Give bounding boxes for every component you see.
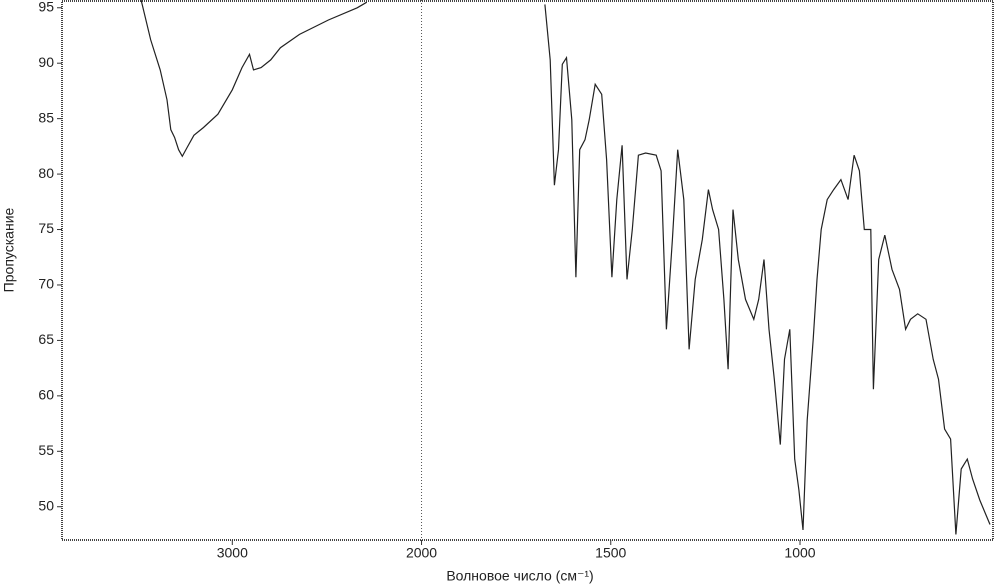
y-tick-label: 90 (38, 54, 54, 70)
y-tick-label: 55 (38, 442, 54, 458)
y-axis-label: Пропускание (1, 207, 17, 292)
y-tick-label: 50 (38, 497, 54, 513)
spectrum-line (140, 0, 991, 535)
y-tick-label: 95 (38, 0, 54, 14)
x-axis-label: Волновое число (см⁻¹) (446, 568, 593, 584)
x-tick-label: 3000 (217, 545, 248, 561)
plot-frame (61, 0, 994, 541)
y-tick-label: 70 (38, 276, 54, 292)
x-tick-label: 2000 (406, 545, 437, 561)
x-tick-label: 1000 (784, 545, 815, 561)
y-tick-label: 80 (38, 165, 54, 181)
y-tick-label: 85 (38, 109, 54, 125)
x-tick-label: 1500 (595, 545, 626, 561)
y-tick-label: 75 (38, 220, 54, 236)
y-tick-label: 60 (38, 387, 54, 403)
y-tick-label: 65 (38, 331, 54, 347)
